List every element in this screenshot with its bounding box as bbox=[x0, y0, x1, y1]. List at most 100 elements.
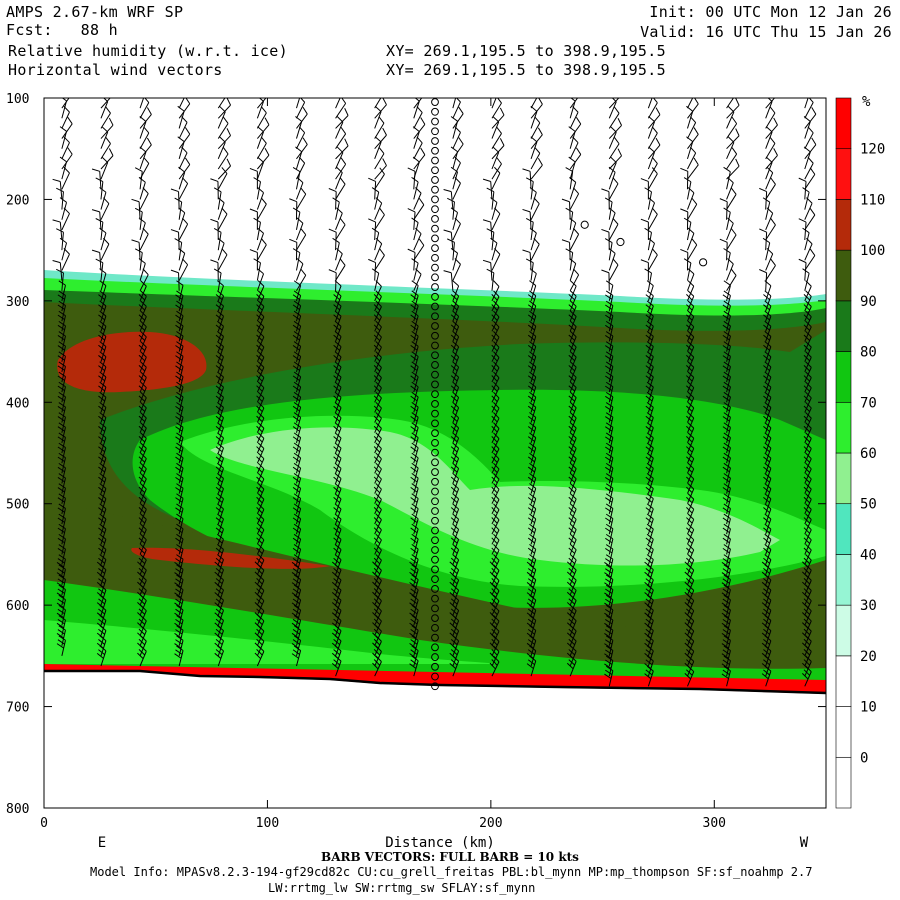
calm-circle bbox=[431, 146, 439, 155]
calm-barb bbox=[616, 237, 625, 247]
wind-barb bbox=[374, 248, 385, 271]
wind-barb bbox=[527, 422, 537, 444]
wind-barb bbox=[413, 227, 422, 251]
wind-barb bbox=[61, 106, 70, 129]
wind-barb bbox=[527, 452, 537, 474]
wind-barb bbox=[647, 248, 658, 271]
calm-circle bbox=[431, 487, 439, 496]
wind-barb bbox=[489, 645, 500, 667]
wind-barb bbox=[178, 116, 188, 139]
wind-barb bbox=[726, 268, 737, 291]
wind-barb bbox=[491, 493, 500, 515]
wind-barb bbox=[530, 197, 540, 220]
colorbar-swatch bbox=[835, 706, 852, 758]
wind-barb bbox=[604, 564, 614, 585]
wind-barb bbox=[61, 166, 70, 190]
wind-barb bbox=[213, 187, 222, 210]
wind-barb bbox=[99, 187, 107, 210]
calm-circle bbox=[431, 322, 439, 330]
calm-circle bbox=[431, 107, 439, 116]
wind-barb bbox=[491, 300, 500, 322]
wind-barb bbox=[410, 310, 419, 332]
wind-barb bbox=[291, 635, 302, 656]
wind-barb bbox=[526, 564, 537, 586]
wind-barb bbox=[296, 176, 304, 200]
calm-circle bbox=[431, 477, 439, 486]
wind-barb bbox=[804, 248, 816, 271]
wind-barb bbox=[256, 136, 267, 160]
wind-barb bbox=[522, 208, 532, 230]
wind-barb bbox=[491, 310, 500, 332]
calm-circle bbox=[431, 215, 439, 223]
wind-barb bbox=[527, 381, 537, 403]
vector-name: Horizontal wind vectors bbox=[8, 61, 223, 79]
wind-barb bbox=[452, 98, 461, 119]
wind-barb bbox=[491, 544, 500, 565]
calm-circle bbox=[431, 555, 439, 564]
calm-wind-column bbox=[431, 98, 708, 691]
wind-barb bbox=[292, 248, 301, 271]
wind-barb bbox=[443, 229, 454, 251]
wind-barb bbox=[452, 217, 461, 241]
wind-barb bbox=[491, 341, 500, 362]
wind-barb bbox=[803, 146, 811, 170]
wind-barb bbox=[177, 105, 185, 129]
field-name: Relative humidity (w.r.t. ice) bbox=[8, 42, 288, 60]
wind-barb bbox=[491, 126, 502, 149]
x-axis: 0 100 200 300 bbox=[40, 98, 726, 831]
wind-barb bbox=[489, 655, 500, 677]
wind-barb bbox=[491, 207, 501, 231]
wind-barb bbox=[450, 166, 459, 190]
wind-barb bbox=[490, 197, 498, 220]
wind-barb bbox=[765, 207, 774, 231]
wind-barb bbox=[174, 238, 183, 261]
calm-circle bbox=[431, 205, 439, 214]
wind-barb bbox=[527, 513, 537, 535]
wind-barb bbox=[644, 187, 652, 210]
wind-barb bbox=[413, 98, 420, 119]
wind-barb bbox=[292, 207, 301, 230]
wind-barb bbox=[569, 147, 582, 170]
wind-barbs bbox=[52, 98, 817, 687]
wind-barb bbox=[95, 258, 104, 281]
init-time: Init: 00 UTC Mon 12 Jan 26 bbox=[649, 3, 892, 21]
wind-barb bbox=[410, 442, 419, 464]
wind-barb bbox=[726, 136, 735, 160]
wind-barb bbox=[256, 98, 265, 119]
wind-barb bbox=[56, 635, 66, 656]
wind-barb bbox=[409, 574, 419, 596]
wind-barb bbox=[410, 533, 419, 555]
colorbar-swatch bbox=[835, 249, 852, 302]
wind-barb bbox=[489, 554, 500, 575]
wind-barb bbox=[410, 432, 419, 454]
wind-barb bbox=[332, 237, 340, 261]
wind-barb bbox=[526, 645, 537, 667]
wind-barb bbox=[413, 197, 425, 220]
calm-circle bbox=[431, 302, 439, 311]
wind-barb bbox=[726, 105, 735, 129]
wind-barb bbox=[526, 625, 537, 646]
wind-barb bbox=[527, 462, 537, 484]
y-tick-label: 500 bbox=[6, 498, 29, 513]
wind-barb bbox=[527, 533, 537, 555]
wind-barb bbox=[719, 198, 728, 220]
calm-circle bbox=[431, 166, 439, 175]
wind-barb bbox=[447, 238, 455, 261]
wind-barb bbox=[530, 136, 538, 160]
wind-barb bbox=[295, 98, 301, 109]
calm-circle bbox=[431, 176, 439, 184]
wind-barb bbox=[296, 98, 306, 119]
wind-barb bbox=[134, 167, 143, 190]
wind-barb bbox=[178, 177, 189, 200]
wind-barb bbox=[530, 116, 541, 139]
wind-barb bbox=[486, 228, 495, 251]
wind-barb bbox=[407, 167, 416, 190]
wind-barb bbox=[91, 168, 102, 190]
calm-circle bbox=[431, 662, 439, 671]
wind-barb bbox=[328, 228, 337, 251]
calm-circle bbox=[431, 575, 439, 584]
terrain-line bbox=[44, 669, 827, 695]
wind-barb bbox=[527, 290, 537, 312]
end-label-right: W bbox=[800, 835, 809, 851]
wind-barb bbox=[686, 136, 694, 160]
